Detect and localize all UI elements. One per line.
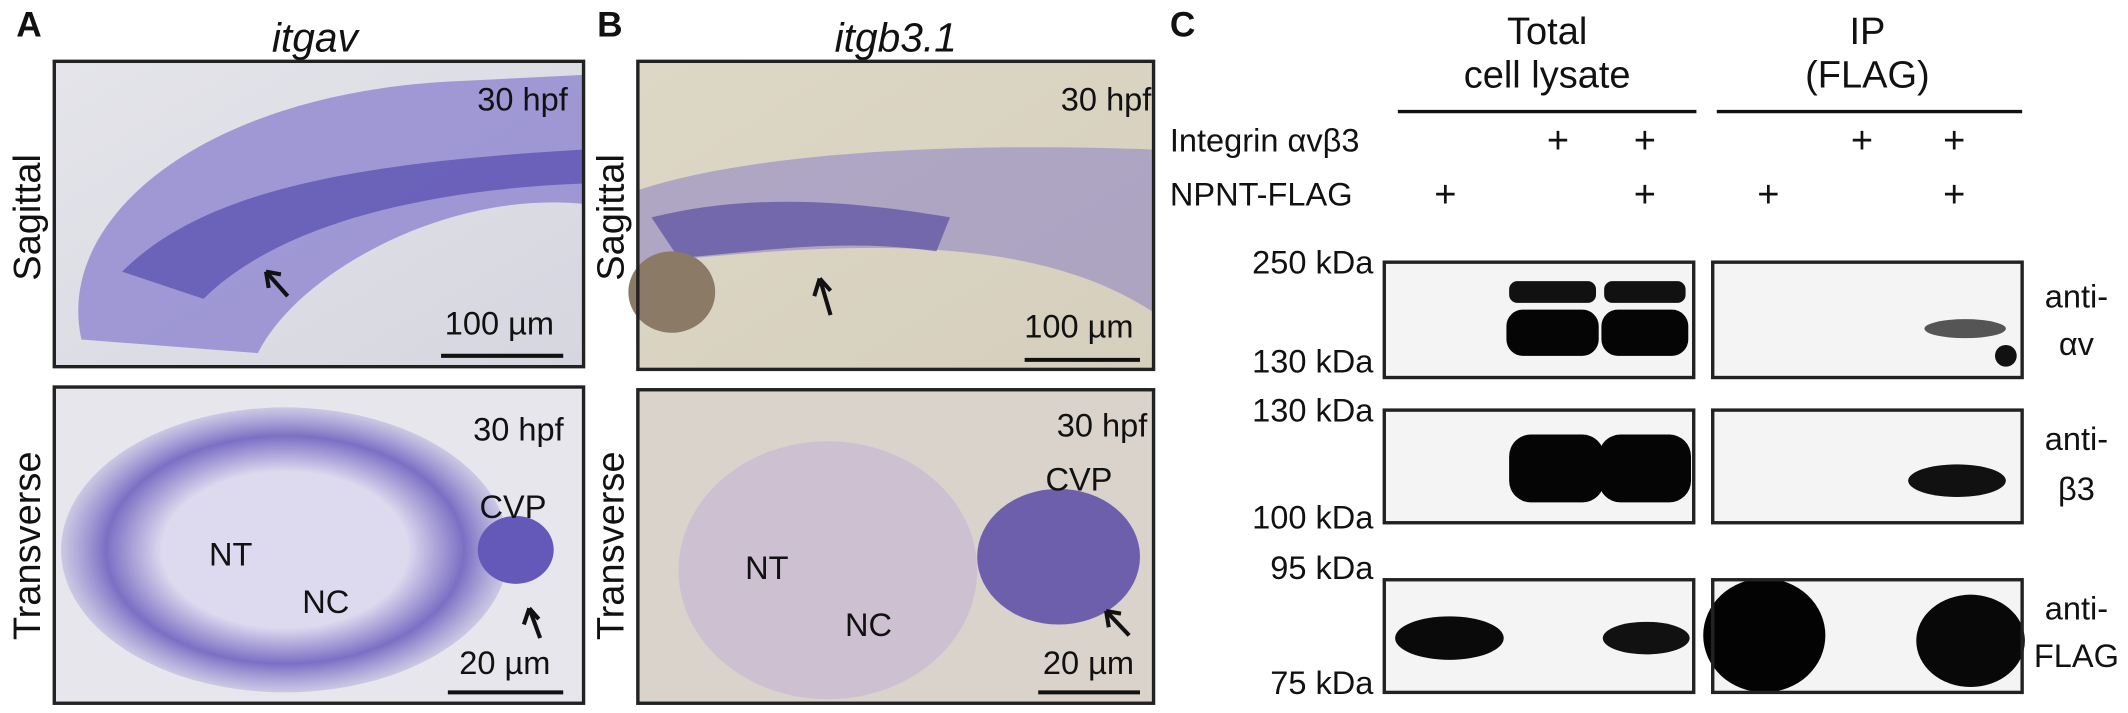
antibody-label: FLAG (2034, 638, 2119, 674)
arrow (521, 606, 543, 639)
stage-label: 30 hpf (1057, 407, 1148, 443)
condition-mark: + (1851, 120, 1873, 162)
antibody-label: anti- (2045, 421, 2108, 457)
cvp-region (477, 515, 554, 584)
row-label: Sagittal (590, 154, 632, 281)
group-header: cell lysate (1464, 55, 1631, 97)
panel-label: B (597, 6, 622, 45)
antibody-label: β3 (2058, 471, 2095, 507)
yolk (628, 251, 716, 333)
scale-label: 20 µm (459, 645, 550, 681)
group-header: Total (1507, 11, 1587, 53)
stage-label: 30 hpf (1061, 82, 1152, 118)
scale-label: 20 µm (1043, 645, 1134, 681)
region-label: NC (302, 584, 349, 620)
region-label: CVP (480, 489, 547, 525)
blots (1382, 260, 2025, 695)
frame (52, 385, 586, 705)
embryo-band (122, 149, 584, 299)
row-label: Sagittal (7, 154, 49, 281)
arrow (1104, 608, 1131, 637)
section (61, 407, 509, 693)
condition-mark: + (1434, 174, 1456, 216)
group-header: (FLAG) (1805, 55, 1930, 97)
condition-label: Integrin αvβ3 (1170, 122, 1360, 158)
region-label: NT (745, 550, 789, 586)
cvp-region (977, 488, 1140, 625)
panel-label: A (16, 6, 41, 45)
panel-label: C (1170, 6, 1195, 45)
condition-mark: + (1943, 120, 1965, 162)
condition-label: NPNT-FLAG (1170, 177, 1353, 213)
row-label: Transverse (590, 451, 632, 640)
frame (636, 388, 1156, 705)
condition-mark: + (1547, 120, 1569, 162)
gene-title: itgb3.1 (835, 15, 957, 61)
size-marker: 100 kDa (1252, 500, 1374, 536)
scale-label: 100 µm (445, 306, 554, 342)
group-header: IP (1849, 11, 1885, 53)
condition-mark: + (1943, 174, 1965, 216)
stage-label: 30 hpf (477, 82, 568, 118)
section (678, 441, 978, 700)
condition-mark: + (1634, 120, 1656, 162)
size-marker: 130 kDa (1252, 392, 1374, 428)
size-marker: 250 kDa (1252, 245, 1374, 281)
antibody-label: anti- (2045, 591, 2108, 627)
embryo-band (651, 201, 950, 259)
gene-title: itgav (272, 15, 361, 61)
condition-mark: + (1634, 174, 1656, 216)
antibody-label: αv (2059, 326, 2095, 362)
region-label: CVP (1045, 462, 1112, 498)
arrow (812, 277, 833, 316)
stage-label: 30 hpf (473, 411, 564, 447)
antibody-label: anti- (2045, 278, 2108, 314)
frame (636, 59, 1156, 372)
region-label: NC (845, 607, 892, 643)
condition-mark: + (1757, 174, 1779, 216)
arrow (263, 269, 290, 298)
scale-label: 100 µm (1024, 308, 1133, 344)
region-label: NT (209, 536, 253, 572)
size-marker: 95 kDa (1270, 550, 1374, 586)
frame (52, 59, 586, 369)
size-marker: 130 kDa (1252, 344, 1374, 380)
size-marker: 75 kDa (1270, 665, 1374, 701)
row-label: Transverse (7, 451, 49, 640)
